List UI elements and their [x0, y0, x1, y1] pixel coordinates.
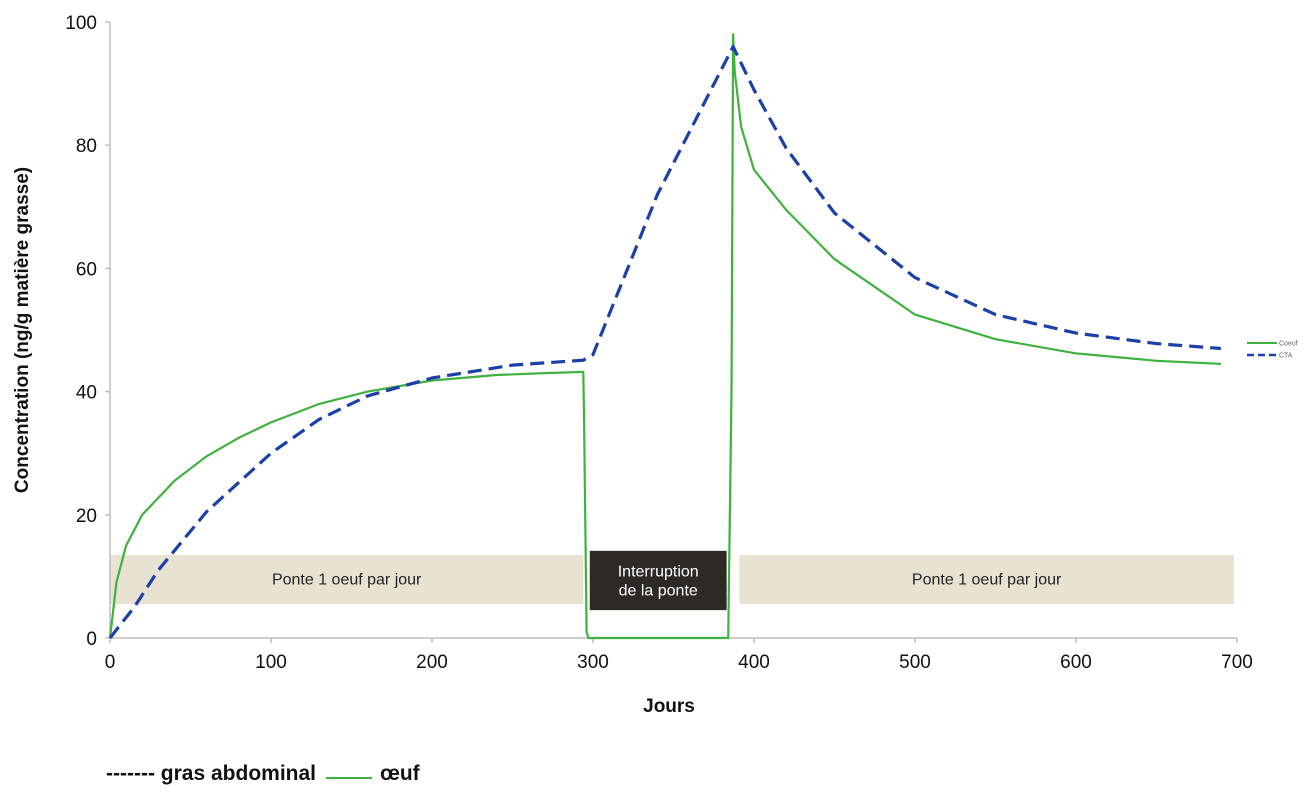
phase-label-line: de la ponte: [619, 582, 698, 599]
phase-label-line: Ponte 1 oeuf par jour: [912, 571, 1062, 588]
phase-label-line: Interruption: [618, 563, 699, 580]
x-tick-label: 200: [416, 652, 448, 673]
phase-label-line: Ponte 1 oeuf par jour: [272, 571, 422, 588]
small-legend: Coeuf CTA: [1247, 341, 1298, 360]
y-tick-label: 20: [76, 506, 97, 527]
phase-label-0: Ponte 1 oeuf par jour: [272, 571, 422, 588]
x-tick-label: 400: [738, 652, 770, 673]
x-tick-label: 500: [899, 652, 931, 673]
phase-label-2: Ponte 1 oeuf par jour: [912, 571, 1062, 588]
bottom-legend: ------- gras abdominal œuf: [106, 758, 420, 790]
small-legend-label-0: Coeuf: [1279, 341, 1298, 348]
phase-band-1: [589, 550, 727, 611]
legend-egg-label: œuf: [380, 762, 420, 785]
small-legend-label-1: CTA: [1279, 353, 1293, 360]
x-tick-label: 0: [105, 652, 116, 673]
x-tick-label: 600: [1060, 652, 1092, 673]
series-line-coeuf: [108, 33, 1221, 640]
phase-bands: Ponte 1 oeuf par jour Interruption de la p…: [110, 550, 1234, 611]
y-tick-label: 60: [76, 259, 97, 280]
x-axis-title: Jours: [643, 696, 695, 717]
y-tick-label: 80: [76, 136, 97, 157]
series-line-cta: [108, 45, 1222, 639]
phase-band-2: [739, 554, 1234, 605]
tick-labels: 0 100 200 300 400 500 600 700 0 20 40 60 80 100: [65, 13, 1253, 673]
legend-egg-swatch: [326, 777, 372, 779]
y-tick-label: 0: [86, 629, 97, 650]
phase-band-0: [110, 554, 584, 605]
x-tick-label: 300: [577, 652, 609, 673]
x-tick-label: 100: [255, 652, 287, 673]
y-axis-title: Concentration (ng/g matière grasse): [12, 167, 33, 493]
y-tick-label: 40: [76, 383, 97, 404]
legend-fat-label: ------- gras abdominal: [106, 762, 316, 785]
x-tick-label: 700: [1221, 652, 1253, 673]
y-tick-label: 100: [65, 13, 97, 34]
phase-label-1: Interruption de la ponte: [618, 563, 699, 599]
series-lines: [108, 33, 1222, 640]
